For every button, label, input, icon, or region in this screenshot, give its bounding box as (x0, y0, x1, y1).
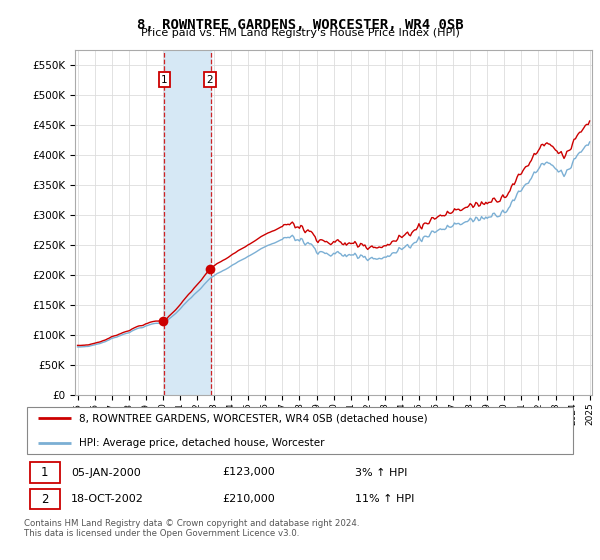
Text: 8, ROWNTREE GARDENS, WORCESTER, WR4 0SB: 8, ROWNTREE GARDENS, WORCESTER, WR4 0SB (137, 18, 463, 32)
Text: 1: 1 (41, 466, 48, 479)
Text: 2: 2 (41, 493, 48, 506)
FancyBboxPatch shape (27, 407, 573, 454)
Text: 05-JAN-2000: 05-JAN-2000 (71, 468, 140, 478)
Text: £123,000: £123,000 (223, 468, 275, 478)
Text: 18-OCT-2002: 18-OCT-2002 (71, 494, 144, 504)
Text: Contains HM Land Registry data © Crown copyright and database right 2024.
This d: Contains HM Land Registry data © Crown c… (24, 519, 359, 538)
Text: 8, ROWNTREE GARDENS, WORCESTER, WR4 0SB (detached house): 8, ROWNTREE GARDENS, WORCESTER, WR4 0SB … (79, 413, 428, 423)
FancyBboxPatch shape (29, 489, 60, 509)
Text: 3% ↑ HPI: 3% ↑ HPI (355, 468, 407, 478)
Text: Price paid vs. HM Land Registry's House Price Index (HPI): Price paid vs. HM Land Registry's House … (140, 28, 460, 38)
Text: 1: 1 (161, 74, 168, 85)
Text: HPI: Average price, detached house, Worcester: HPI: Average price, detached house, Worc… (79, 438, 325, 448)
Text: 2: 2 (206, 74, 213, 85)
Text: £210,000: £210,000 (223, 494, 275, 504)
FancyBboxPatch shape (29, 463, 60, 483)
Bar (164, 50, 211, 395)
Text: 11% ↑ HPI: 11% ↑ HPI (355, 494, 415, 504)
